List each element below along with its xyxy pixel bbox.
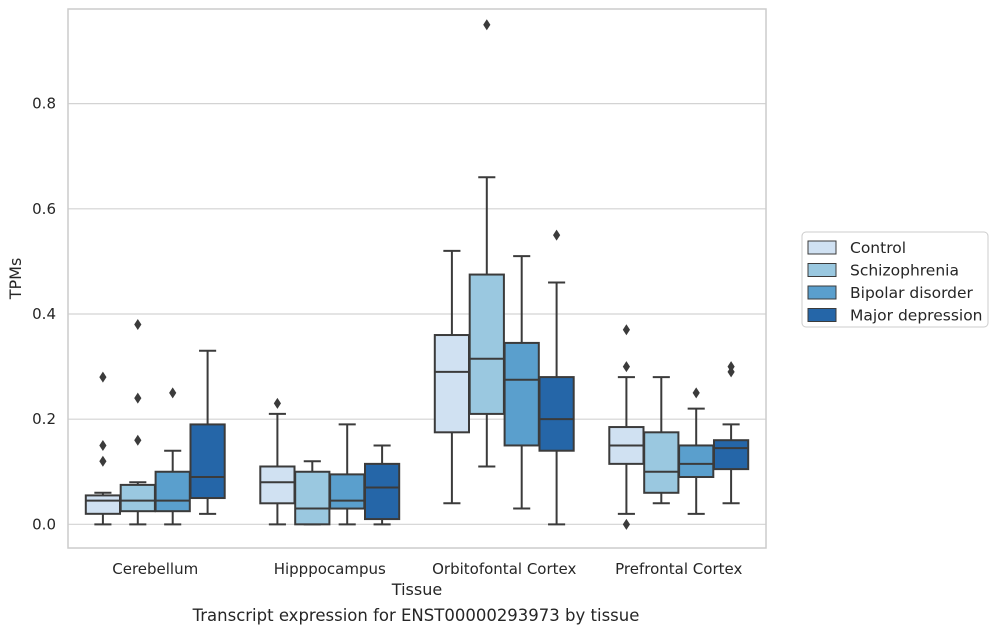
outlier-point [622,324,630,336]
y-tick-label: 0.6 [32,200,56,218]
iqr-box [259,465,296,505]
iqr-box [433,334,471,434]
iqr-box [329,473,366,510]
box-major-depression [189,349,226,515]
box-control [84,371,122,526]
outlier-point [273,397,281,409]
legend-label: Control [850,239,906,257]
outlier-point [99,371,107,383]
iqr-box [538,376,575,452]
x-tick-labels: Cerebellum Hipppocampus Orbitofontal Corte… [112,560,742,578]
x-tick-label: Hipppocampus [274,560,386,578]
outlier-point [99,439,107,451]
box-control [608,324,645,530]
legend-swatch [807,308,837,322]
iqr-box [363,462,401,521]
grid-lines [68,103,766,525]
outlier-point [483,19,491,31]
legend-swatch [807,240,837,255]
outlier-point [134,392,142,404]
box-bipolar-disorder [154,387,191,526]
legend-label: Bipolar disorder [850,284,974,302]
box-major-depression [538,229,575,526]
x-axis-label: Tissue [391,580,442,599]
box-major-depression [363,444,401,526]
iqr-box [84,494,122,515]
box-control [259,397,296,526]
outlier-point [622,361,630,373]
iqr-box [468,273,505,415]
x-tick-label: Orbitofontal Cortex [432,560,576,578]
y-tick-labels: 0.0 0.2 0.4 0.6 0.8 [32,95,56,534]
outlier-point [134,434,142,446]
y-tick-label: 0.0 [32,515,56,533]
figure-caption: Transcript expression for ENST0000029397… [192,606,640,625]
iqr-box [678,444,715,479]
x-tick-label: Prefrontal Cortex [615,560,742,578]
box-major-depression [712,361,750,505]
y-tick-label: 0.8 [32,95,56,113]
legend-frame [801,231,989,328]
outlier-point [99,455,107,467]
box-schizophrenia [643,376,680,505]
iqr-box [503,341,540,447]
box-control [433,249,471,505]
y-axis-label: TPMs [6,258,25,301]
box-schizophrenia [294,460,331,526]
box-schizophrenia [468,19,505,468]
iqr-box [294,470,331,526]
outlier-point [134,319,142,331]
outlier-point [622,518,630,530]
plot-frame [67,8,767,549]
box-schizophrenia [119,319,156,526]
box-bipolar-disorder [329,423,366,526]
box-bipolar-disorder [503,255,540,510]
iqr-box [712,439,750,471]
outlier-point [692,387,700,399]
legend-swatch [807,285,837,300]
outlier-point [553,229,561,241]
iqr-box [189,423,226,500]
iqr-box [154,470,191,513]
legend-label: Schizophrenia [850,262,959,280]
box-series [84,19,750,530]
legend: Control Schizophrenia Bipolar disorder Majo… [801,231,989,328]
outlier-point [727,361,735,373]
iqr-box [119,483,156,513]
box-bipolar-disorder [678,387,715,515]
legend-label: Major depression [850,307,983,325]
x-tick-label: Cerebellum [112,560,198,578]
y-tick-label: 0.4 [32,305,56,323]
y-tick-label: 0.2 [32,410,56,428]
iqr-box [643,431,680,494]
legend-swatch [807,263,837,277]
outlier-point [169,387,177,399]
